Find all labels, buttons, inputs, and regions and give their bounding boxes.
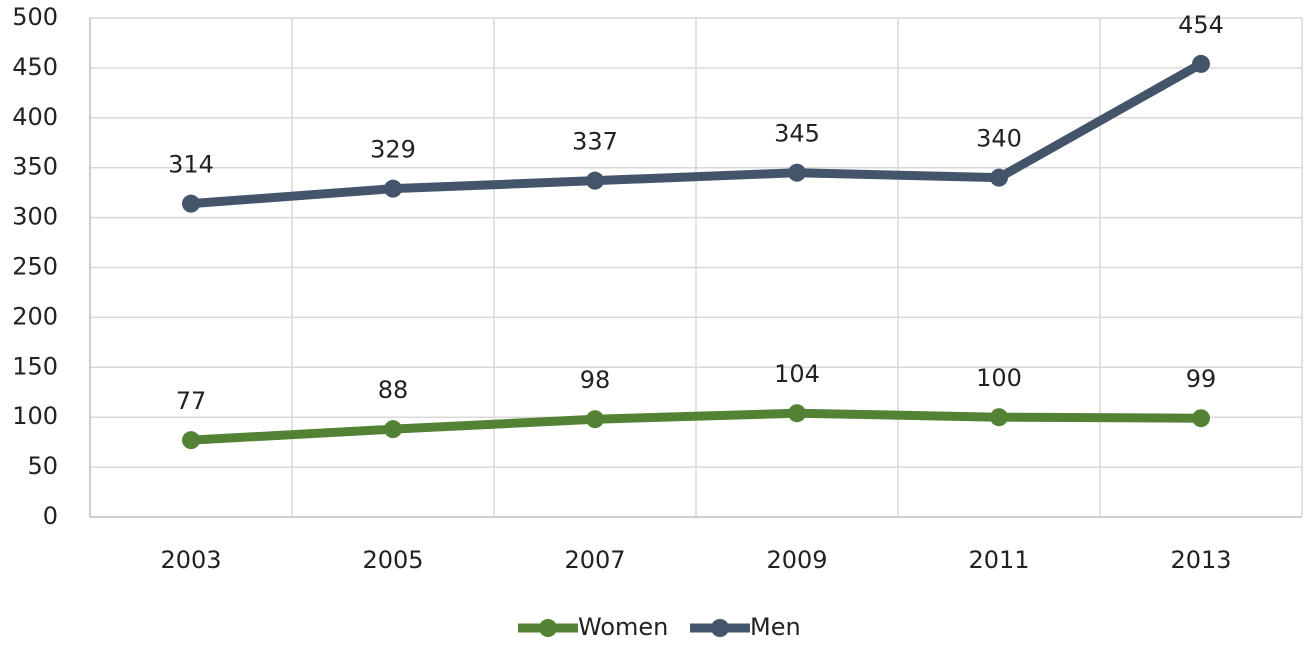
data-label: 454 — [1178, 11, 1224, 39]
data-label: 100 — [976, 364, 1022, 392]
marker — [586, 171, 604, 190]
data-label: 77 — [176, 387, 207, 415]
y-tick-label: 50 — [27, 452, 58, 480]
y-tick-label: 150 — [12, 352, 58, 380]
marker — [182, 431, 200, 450]
y-tick-label: 100 — [12, 402, 58, 430]
legend-label: Women — [578, 613, 668, 641]
marker — [384, 420, 402, 439]
marker — [990, 168, 1008, 187]
marker — [586, 410, 604, 429]
x-tick-label: 2011 — [968, 546, 1029, 574]
data-label: 98 — [580, 366, 611, 394]
y-tick-label: 350 — [12, 153, 58, 181]
y-tick-label: 400 — [12, 103, 58, 131]
y-tick-label: 200 — [12, 302, 58, 330]
series-line — [190, 59, 1204, 209]
marker — [1192, 409, 1210, 428]
marker — [182, 194, 200, 213]
y-tick-label: 500 — [12, 3, 58, 31]
x-tick-label: 2005 — [362, 546, 423, 574]
legend-marker — [711, 619, 729, 637]
y-tick-label: 0 — [43, 502, 58, 530]
data-label: 329 — [370, 136, 416, 164]
series-line — [190, 408, 1202, 445]
data-label: 99 — [1186, 365, 1217, 393]
y-tick-label: 300 — [12, 203, 58, 231]
data-label: 337 — [572, 128, 618, 156]
marker — [384, 179, 402, 198]
marker — [788, 163, 806, 182]
legend-label: Men — [750, 613, 801, 641]
x-tick-label: 2007 — [564, 546, 625, 574]
data-label: 345 — [774, 120, 820, 148]
y-tick-label: 450 — [12, 53, 58, 81]
x-tick-label: 2003 — [160, 546, 221, 574]
marker — [1192, 54, 1210, 73]
y-tick-label: 250 — [12, 253, 58, 281]
x-tick-label: 2009 — [766, 546, 827, 574]
marker — [788, 404, 806, 423]
marker — [990, 408, 1008, 427]
legend-marker — [539, 619, 557, 637]
data-label: 314 — [168, 151, 214, 179]
x-tick-label: 2013 — [1170, 546, 1231, 574]
data-label: 340 — [976, 125, 1022, 153]
data-label: 104 — [774, 360, 820, 388]
data-label: 88 — [378, 376, 409, 404]
